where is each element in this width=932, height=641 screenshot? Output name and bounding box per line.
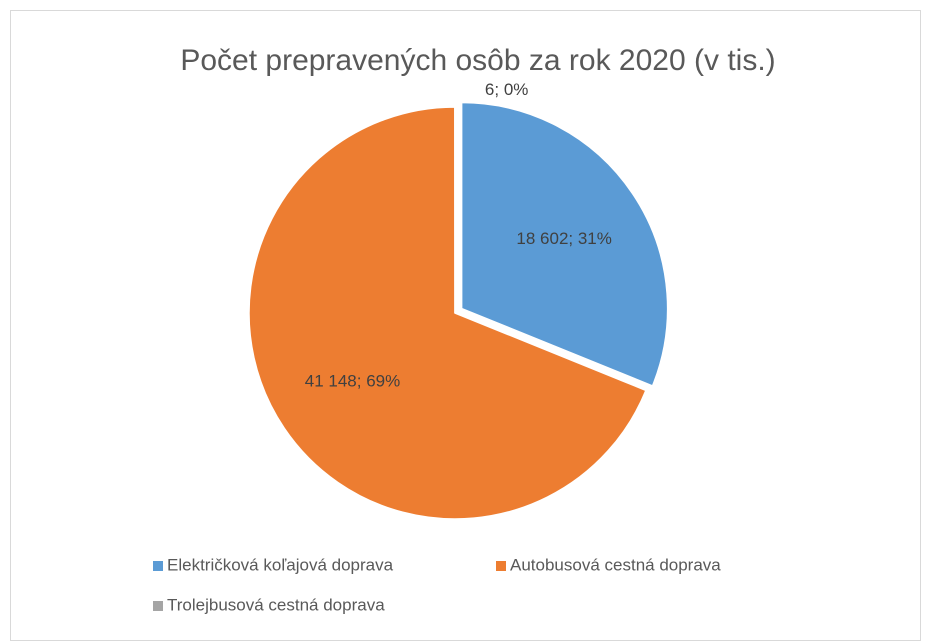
legend-marker: [153, 561, 163, 571]
data-label: 6; 0%: [485, 80, 528, 99]
legend-marker: [153, 601, 163, 611]
legend-label: Autobusová cestná doprava: [510, 555, 721, 574]
legend-label: Trolejbusová cestná doprava: [167, 595, 385, 614]
pie-slice: [460, 101, 669, 387]
chart-title: Počet prepravených osôb za rok 2020 (v t…: [180, 44, 775, 77]
data-label: 41 148; 69%: [305, 372, 400, 391]
legend-marker: [496, 561, 506, 571]
data-label: 18 602; 31%: [516, 229, 611, 248]
pie-slice: [248, 106, 647, 520]
legend-label: Električková koľajová doprava: [167, 555, 394, 574]
